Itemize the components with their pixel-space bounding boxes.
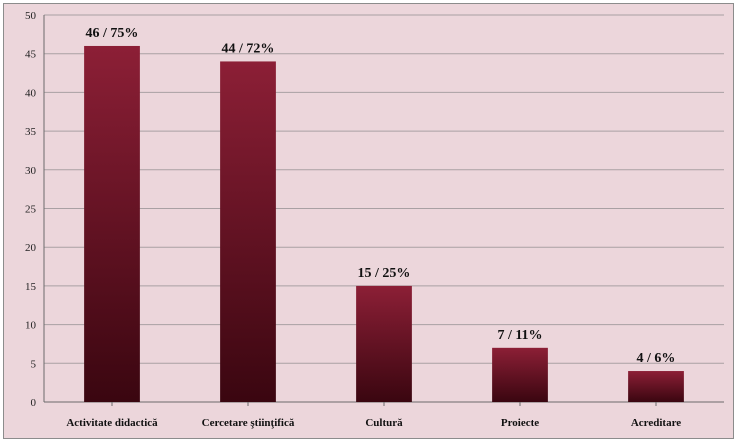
gridlines bbox=[44, 14, 724, 364]
bars bbox=[84, 45, 684, 403]
y-tick-label: 5 bbox=[31, 358, 37, 370]
y-tick-label: 25 bbox=[25, 204, 37, 216]
y-tick-label: 35 bbox=[25, 126, 37, 138]
category-label: Acreditare bbox=[631, 417, 681, 429]
y-tick-label: 30 bbox=[25, 165, 37, 177]
data-label: 44 / 72% bbox=[222, 41, 275, 56]
y-tick-label: 40 bbox=[25, 87, 37, 99]
y-tick-label: 45 bbox=[25, 49, 37, 61]
category-label: Cultură bbox=[365, 417, 403, 429]
data-label: 15 / 25% bbox=[358, 266, 411, 281]
y-tick-label: 50 bbox=[25, 10, 37, 22]
data-label: 4 / 6% bbox=[637, 351, 676, 366]
category-label: Proiecte bbox=[501, 417, 539, 429]
data-label: 46 / 75% bbox=[86, 26, 139, 41]
category-label: Cercetare ştiinţifică bbox=[202, 417, 295, 429]
labels: 0 5 10 15 20 25 30 35 40 45 50 46 / 75% Activitate d… bbox=[25, 10, 681, 429]
bar-1 bbox=[84, 45, 140, 403]
bar-2 bbox=[220, 61, 276, 402]
y-tick-label: 0 bbox=[31, 397, 37, 409]
bar-5 bbox=[628, 371, 684, 402]
bar-3 bbox=[356, 285, 412, 402]
bar-chart: 0 5 10 15 20 25 30 35 40 45 50 46 / 75% Activitate d… bbox=[25, 10, 724, 429]
y-tick-label: 10 bbox=[25, 320, 37, 332]
bar-4 bbox=[492, 347, 548, 402]
category-label: Activitate didactică bbox=[66, 417, 158, 429]
chart-frame: 0 5 10 15 20 25 30 35 40 45 50 46 / 75% Activitate d… bbox=[3, 3, 734, 439]
y-tick-label: 15 bbox=[25, 281, 37, 293]
data-label: 7 / 11% bbox=[497, 328, 542, 343]
y-tick-label: 20 bbox=[25, 242, 37, 254]
